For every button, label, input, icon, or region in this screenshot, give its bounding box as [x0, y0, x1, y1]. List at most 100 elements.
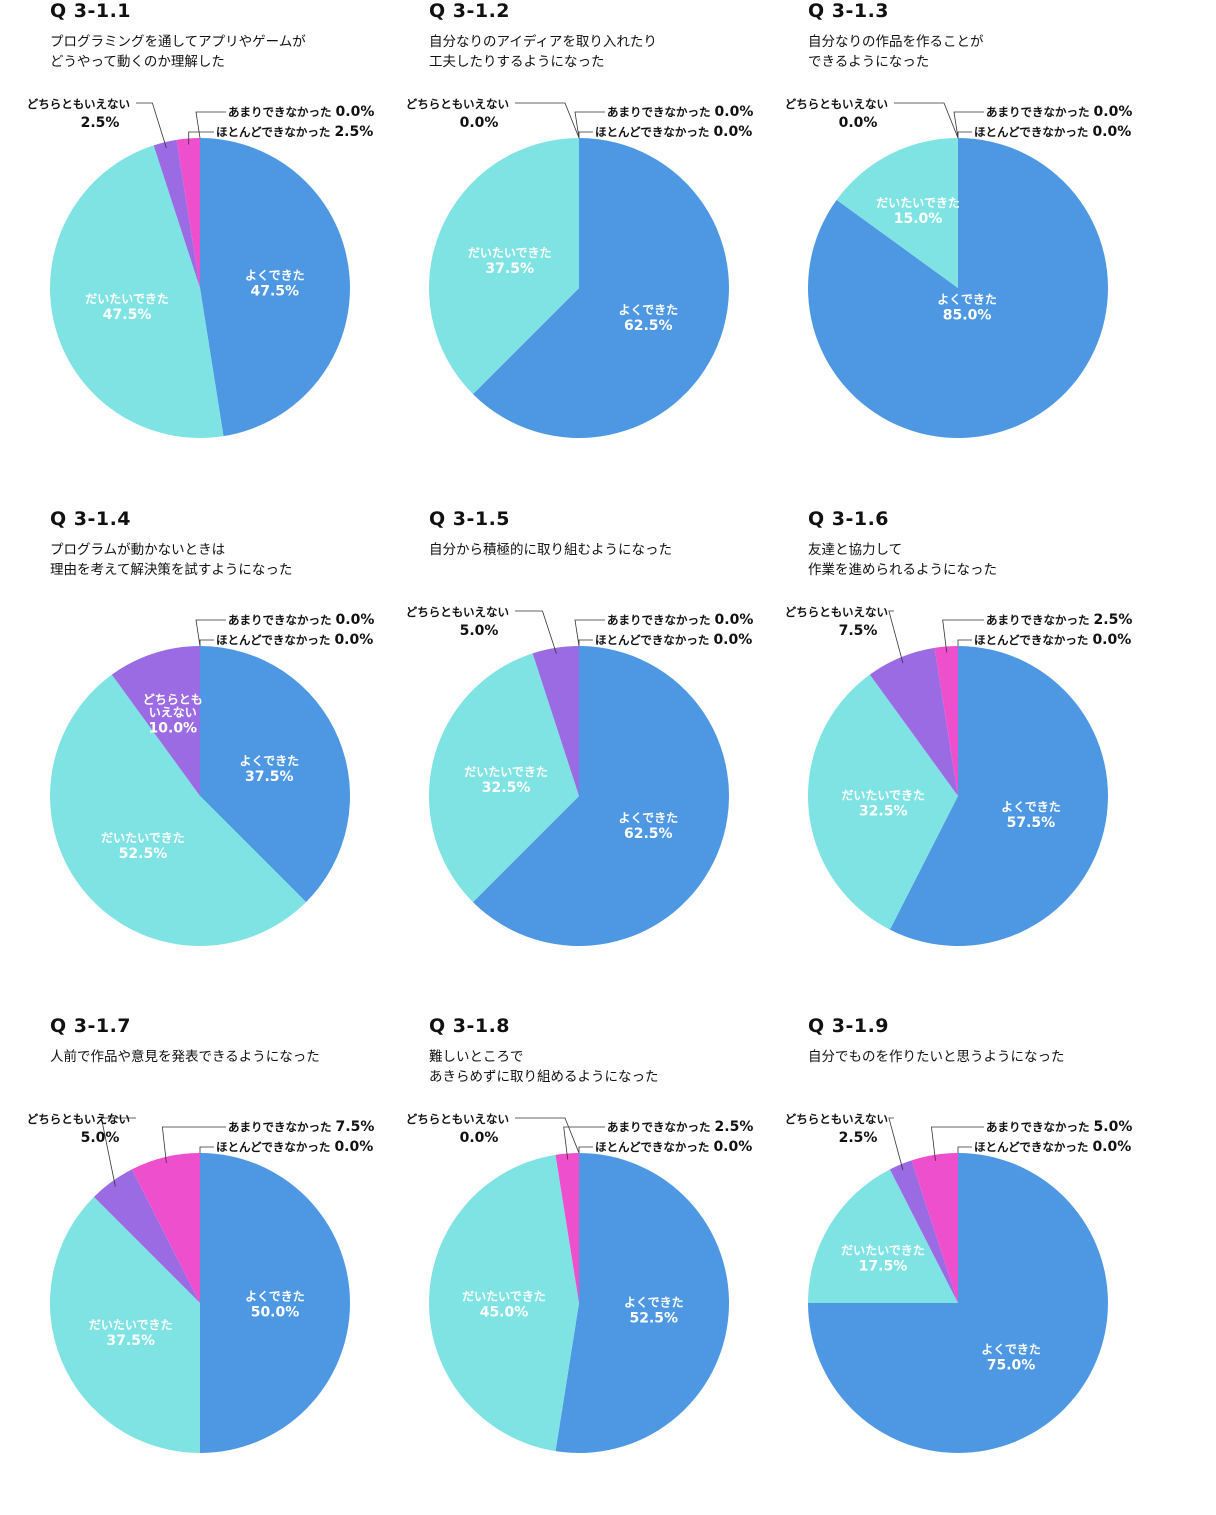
pie-slice-well: [200, 646, 351, 903]
callout-value-neutral: 2.5%: [81, 115, 120, 131]
slice-label-well: よくできた: [239, 754, 299, 768]
leader-line: [578, 639, 593, 646]
leader-line: [515, 1117, 580, 1154]
pie-slice-not-much: [555, 1153, 579, 1303]
slice-value-mostly: 15.0%: [894, 211, 943, 227]
callout-value-neutral: 2.5%: [839, 1130, 878, 1146]
question-id: Q 3-1.7: [50, 1015, 132, 1037]
leader-line: [894, 102, 959, 139]
slice-value-well: 47.5%: [250, 284, 299, 300]
callout-hardly: ほとんどできなかった 0.0%: [974, 632, 1131, 648]
pie-slice-not-much: [131, 1153, 200, 1303]
pie-slice-mostly: [808, 1169, 958, 1303]
pie-chart: よくできた47.5%だいたいできた47.5%どちらともいえない2.5%あまりでき…: [27, 97, 374, 438]
leader-line: [957, 639, 972, 646]
question-title: 難しいところで あきらめずに取り組めるようになった: [429, 1049, 659, 1085]
callout-hardly: ほとんどできなかった 0.0%: [216, 632, 373, 648]
chart-panel: Q 3-1.4 プログラムが動かないときは 理由を考えて解決策を試すようになったよ…: [50, 508, 450, 1008]
slice-label-well: よくできた: [618, 811, 678, 825]
leader-line: [888, 610, 904, 664]
slice-value-neutral: 10.0%: [149, 720, 198, 736]
pie-slice-well: [200, 1153, 350, 1453]
callout-not-much: あまりできなかった 2.5%: [607, 1119, 753, 1135]
leader-line: [563, 1126, 605, 1160]
callout-neutral: どちらともいえない: [785, 605, 888, 619]
leader-line: [195, 619, 226, 647]
question-id: Q 3-1.8: [429, 1015, 511, 1037]
question-title: 自分なりのアイディアを取り入れたり 工夫したりするようになった: [429, 34, 657, 70]
question-id: Q 3-1.1: [50, 0, 132, 22]
pie-slice-neutral: [93, 1169, 200, 1303]
slice-label-well: よくできた: [981, 1343, 1041, 1357]
callout-hardly: ほとんどできなかった 0.0%: [595, 632, 752, 648]
callout-not-much: あまりできなかった 2.5%: [986, 612, 1132, 628]
pie-slice-not-much: [934, 646, 958, 796]
callout-value-neutral: 0.0%: [460, 115, 499, 131]
pie-slice-mostly: [50, 145, 224, 438]
slice-value-mostly: 37.5%: [106, 1333, 155, 1349]
callout-hardly: ほとんどできなかった 0.0%: [974, 1139, 1131, 1155]
question-title: 自分でものを作りたいと思うようになった: [808, 1049, 1065, 1065]
slice-label-mostly: だいたいできた: [101, 831, 185, 845]
leader-line: [188, 131, 214, 145]
chart-panel: Q 3-1.7 人前で作品や意見を発表できるようになった よくできた 50.0% だいた…: [27, 1015, 450, 1515]
question-id: Q 3-1.4: [50, 508, 132, 530]
callout-value-neutral: 7.5%: [839, 623, 878, 639]
slice-label-well: よくできた: [1001, 800, 1061, 814]
leader-line: [953, 111, 984, 139]
callout-not-much: あまりできなかった 7.5%: [228, 1119, 374, 1135]
chart-panel: Q 3-1.3 自分なりの作品を作ることが できるようになった よくできた 85.0%…: [785, 0, 1208, 500]
callout-value-neutral: 5.0%: [460, 623, 499, 639]
chart-panel: Q 3-1.5 自分から積極的に取り組むようになった よくできた 62.5% だいたいで…: [406, 508, 829, 1008]
slice-value-well: 62.5%: [624, 318, 673, 334]
slice-label-mostly: だいたいできた: [876, 196, 960, 210]
callout-not-much: あまりできなかった 0.0%: [228, 104, 374, 120]
pie-slice-hardly: [176, 138, 200, 288]
pie-slice-mostly: [836, 138, 958, 288]
callout-not-much: あまりできなかった 0.0%: [607, 104, 753, 120]
pie-slice-mostly: [49, 1196, 200, 1453]
slice-value-mostly: 32.5%: [482, 780, 531, 796]
slice-label-mostly: だいたいできた: [468, 246, 552, 260]
callout-neutral: どちらともいえない: [406, 605, 509, 619]
slice-value-well: 75.0%: [987, 1358, 1036, 1374]
slice-value-well: 57.5%: [1007, 815, 1056, 831]
pie-slice-mostly: [808, 674, 958, 930]
pie-slice-neutral: [111, 646, 200, 796]
leader-line: [100, 1117, 136, 1187]
callout-value-neutral: 5.0%: [81, 1130, 120, 1146]
slice-label-mostly: だいたいできた: [841, 1244, 925, 1258]
question-id: Q 3-1.5: [429, 508, 511, 530]
question-title: プログラムが動かないときは 理由を考えて解決策を試すようになった: [50, 542, 293, 578]
slice-value-mostly: 47.5%: [103, 307, 152, 323]
chart-panel: Q 3-1.9 自分でものを作りたいと思うようになった よくできた 75.0% だいたい…: [785, 1015, 1208, 1515]
callout-not-much: あまりできなかった 0.0%: [607, 612, 753, 628]
leader-line: [161, 1126, 226, 1164]
slice-label-mostly: だいたいできた: [841, 788, 925, 802]
pie-slice-neutral: [532, 646, 579, 796]
pie-slice-mostly: [428, 138, 579, 395]
pie-slice-mostly: [429, 1154, 579, 1452]
pie-slice-neutral: [869, 647, 958, 796]
slice-label-well: よくできた: [245, 269, 305, 283]
pie-slice-well: [808, 138, 1109, 439]
chart-panel: Q 3-1.2 自分なりのアイディアを取り入れたり 工夫したりするようになった よく…: [406, 0, 829, 500]
question-id: Q 3-1.3: [808, 0, 890, 22]
slice-value-mostly: 37.5%: [485, 261, 534, 277]
slice-label-mostly: だいたいできた: [464, 765, 548, 779]
callout-hardly: ほとんどできなかった 0.0%: [595, 124, 752, 140]
callout-neutral: どちらともいえない: [27, 97, 130, 111]
question-title: プログラミングを通してアプリやゲームが どうやって動くのか理解した: [50, 34, 306, 70]
pie-slice-well: [889, 646, 1109, 946]
leader-line: [931, 1126, 984, 1161]
callout-not-much: あまりできなかった 0.0%: [228, 612, 374, 628]
callout-neutral: どちらともいえない: [406, 1112, 509, 1126]
callout-neutral: どちらともいえない: [785, 97, 888, 111]
pie-slice-mostly: [50, 674, 307, 946]
